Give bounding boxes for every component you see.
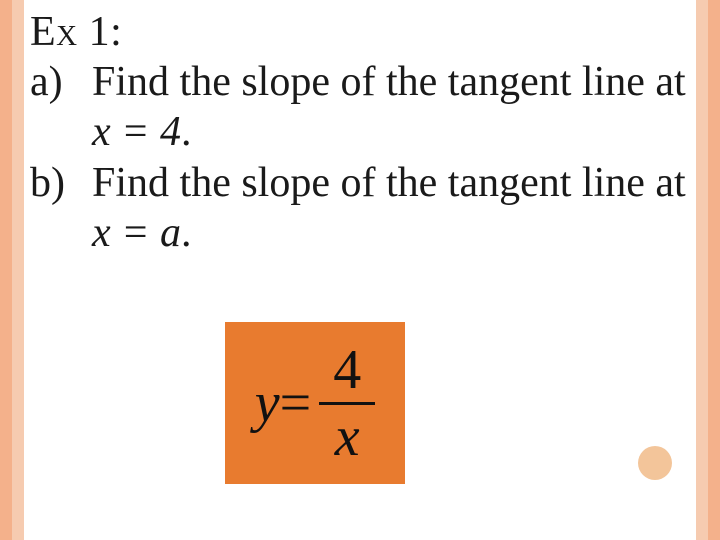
- list-marker: a): [30, 58, 82, 108]
- equation-lhs: y: [255, 371, 280, 435]
- list-text-pre: Find the slope of the tangent line at: [92, 160, 686, 206]
- equation-numerator: 4: [319, 342, 375, 398]
- list-var: x = a: [92, 210, 181, 256]
- decor-stripe-left-inner: [12, 0, 24, 540]
- list-text-pre: Find the slope of the tangent line at: [92, 59, 686, 105]
- equation-box: y = 4 x: [225, 322, 405, 484]
- equation-fraction: 4 x: [319, 342, 375, 465]
- list-text-post: .: [181, 210, 192, 256]
- equation-fraction-bar: [319, 402, 375, 405]
- list-text-post: .: [181, 109, 192, 155]
- list-item: a) Find the slope of the tangent line at…: [92, 58, 690, 157]
- list-item: b) Find the slope of the tangent line at…: [92, 159, 690, 258]
- list-marker: b): [30, 159, 82, 209]
- decor-stripe-left-outer: [0, 0, 12, 540]
- decor-stripe-right-inner: [696, 0, 708, 540]
- equation-equals: =: [280, 371, 312, 435]
- equation: y = 4 x: [255, 342, 375, 465]
- decor-stripe-right-outer: [708, 0, 720, 540]
- equation-denominator: x: [321, 409, 374, 465]
- problem-list: a) Find the slope of the tangent line at…: [30, 58, 690, 258]
- decor-dot-icon: [638, 446, 672, 480]
- slide-content: Ex 1: a) Find the slope of the tangent l…: [30, 8, 690, 260]
- slide-title: Ex 1:: [30, 8, 690, 56]
- list-var: x = 4: [92, 109, 181, 155]
